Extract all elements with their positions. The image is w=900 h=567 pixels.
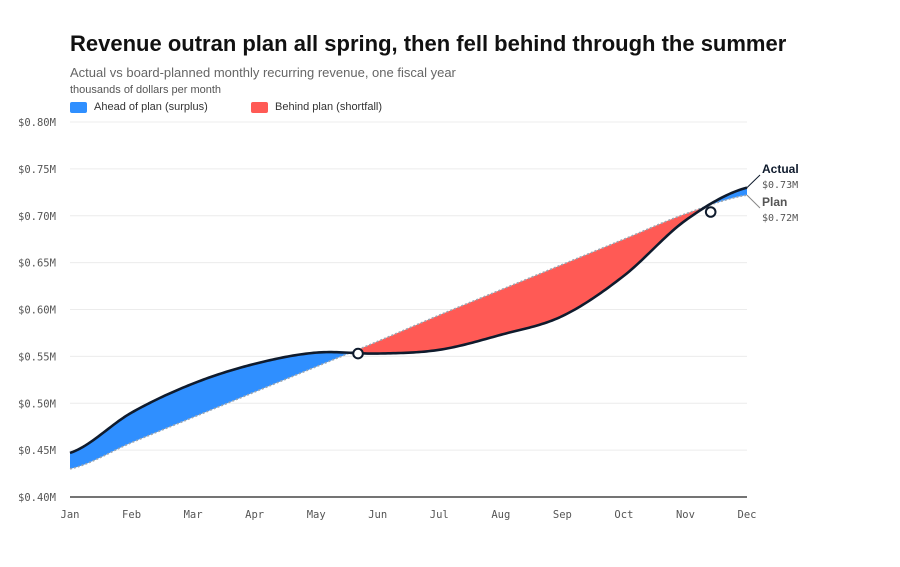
y-tick-label: $0.75M [18, 164, 56, 176]
crossing-markers [352, 206, 717, 360]
chart-title: Revenue outran plan all spring, then fel… [70, 31, 787, 56]
y-tick-label: $0.55M [18, 351, 56, 363]
legend-swatch-shortfall [251, 101, 268, 113]
x-tick-label: Aug [491, 509, 510, 521]
x-tick-label: Jul [430, 509, 449, 521]
plan-end-value: $0.72M [762, 213, 798, 224]
y-tick-label: $0.40M [18, 492, 56, 504]
chart-subtitle: Actual vs board-planned monthly recurrin… [70, 65, 456, 80]
x-tick-label: Jan [61, 509, 80, 521]
legend-label-shortfall: Behind plan (shortfall) [275, 101, 383, 113]
x-tick-label: Jun [368, 509, 387, 521]
y-tick-label: $0.45M [18, 445, 56, 457]
x-tick-label: Nov [676, 509, 695, 521]
y-axis-ticks: $0.40M $0.45M $0.50M $0.55M $0.60M $0.65M $0.7… [18, 117, 56, 504]
y-tick-label: $0.70M [18, 211, 56, 223]
x-tick-label: Mar [184, 509, 203, 521]
plan-end-label: Plan [762, 195, 787, 209]
x-tick-label: Sep [553, 509, 572, 521]
legend-label-surplus: Ahead of plan (surplus) [94, 101, 208, 113]
actual-line [69, 186, 748, 455]
x-axis: Jan Feb Mar Apr May Jun Jul Aug Sep Oct Nov Dec [61, 496, 757, 521]
plan-leader-line [746, 194, 761, 209]
units-note: thousands of dollars per month [70, 84, 222, 96]
gridlines [70, 121, 747, 451]
y-tick-label: $0.65M [18, 258, 56, 270]
legend-item-surplus: Ahead of plan (surplus) [70, 100, 208, 114]
x-tick-label: Dec [738, 509, 757, 521]
y-tick-label: $0.50M [18, 398, 56, 410]
end-labels: Actual $0.73M Plan $0.72M [746, 162, 799, 224]
actual-leader-line [746, 174, 761, 188]
crossing-marker [352, 347, 364, 360]
legend-item-shortfall: Behind plan (shortfall) [251, 100, 382, 114]
x-tick-label: May [307, 509, 326, 521]
y-tick-label: $0.80M [18, 117, 56, 129]
crossing-marker [704, 206, 717, 218]
x-tick-label: Apr [245, 509, 264, 521]
actual-end-label: Actual [762, 162, 799, 176]
series-lines [69, 186, 748, 470]
x-tick-label: Oct [614, 509, 633, 521]
x-tick-label: Feb [122, 509, 141, 521]
surplus-area [70, 352, 351, 469]
difference-areas [70, 187, 747, 469]
legend-swatch-surplus [70, 101, 87, 113]
y-tick-label: $0.60M [18, 305, 56, 317]
actual-end-value: $0.73M [762, 180, 798, 191]
shortfall-area [350, 206, 707, 354]
